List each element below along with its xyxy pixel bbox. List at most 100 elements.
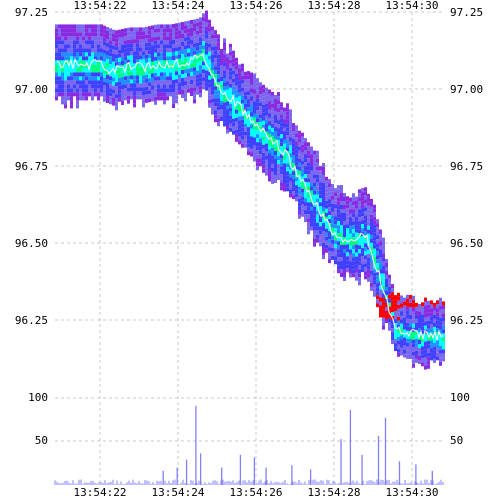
heatmap-cell bbox=[67, 36, 70, 41]
heatmap-cell bbox=[373, 244, 376, 249]
x-tick-label-top: 13:54:26 bbox=[229, 0, 283, 12]
heatmap-cell bbox=[67, 76, 70, 81]
heatmap-cell bbox=[376, 295, 379, 300]
heatmap-cell bbox=[55, 68, 58, 73]
heatmap-cell bbox=[160, 24, 163, 29]
heatmap-cell bbox=[58, 76, 61, 81]
heatmap-cell bbox=[157, 40, 160, 45]
heatmap-cell bbox=[436, 308, 439, 313]
heatmap-cell bbox=[433, 322, 436, 327]
heatmap-cell bbox=[169, 72, 172, 77]
heatmap-cell bbox=[250, 100, 253, 105]
heatmap-cell bbox=[427, 352, 430, 357]
heatmap-cell bbox=[196, 22, 199, 27]
heatmap-cell bbox=[250, 144, 253, 149]
heatmap-cell bbox=[142, 103, 145, 108]
heatmap-cell bbox=[190, 28, 193, 32]
heatmap-cell bbox=[355, 268, 358, 273]
heatmap-cell bbox=[340, 193, 343, 197]
heatmap-cell bbox=[58, 68, 61, 73]
heatmap-cell bbox=[424, 333, 427, 338]
heatmap-cell bbox=[214, 86, 217, 91]
heatmap-cell bbox=[283, 123, 286, 128]
heatmap-cell bbox=[313, 210, 316, 215]
heatmap-cell bbox=[379, 249, 382, 254]
heatmap-cell bbox=[385, 303, 388, 307]
heatmap-cell bbox=[349, 261, 352, 266]
heatmap-cell bbox=[244, 115, 247, 120]
heatmap-cell bbox=[262, 92, 265, 97]
heatmap-cell bbox=[244, 103, 247, 108]
heatmap-cell bbox=[298, 154, 301, 159]
heatmap-cell bbox=[226, 121, 229, 126]
heatmap-cell bbox=[103, 65, 106, 70]
heatmap-cell bbox=[229, 79, 232, 84]
heatmap-cell bbox=[76, 84, 79, 89]
heatmap-cell bbox=[382, 317, 385, 322]
heatmap-cell bbox=[151, 89, 154, 94]
heatmap-cell bbox=[304, 198, 307, 203]
heatmap-cell bbox=[133, 99, 136, 104]
heatmap-cell bbox=[115, 82, 118, 87]
heatmap-cell bbox=[133, 87, 136, 92]
heatmap-cell bbox=[304, 206, 307, 211]
heatmap-cell bbox=[442, 349, 445, 354]
heatmap-cell bbox=[277, 168, 280, 173]
heatmap-cell bbox=[298, 214, 301, 219]
heatmap-cell bbox=[193, 63, 196, 68]
heatmap-cell bbox=[439, 357, 442, 362]
heatmap-cell bbox=[385, 287, 388, 291]
heatmap-cell bbox=[382, 293, 385, 298]
heatmap-cell bbox=[142, 83, 145, 88]
heatmap-cell bbox=[181, 50, 184, 54]
heatmap-cell bbox=[418, 360, 421, 364]
heatmap-cell bbox=[64, 96, 67, 101]
heatmap-cell bbox=[349, 233, 352, 238]
heatmap-cell bbox=[196, 90, 199, 95]
heatmap-cell bbox=[322, 207, 325, 211]
heatmap-cell bbox=[343, 201, 346, 205]
heatmap-cell bbox=[223, 46, 226, 51]
heatmap-cell bbox=[163, 56, 166, 61]
heatmap-cell bbox=[259, 158, 262, 163]
heatmap-cell bbox=[73, 32, 76, 37]
heatmap-cell bbox=[421, 318, 424, 323]
heatmap-cell bbox=[268, 89, 271, 94]
heatmap-cell bbox=[58, 48, 61, 53]
heatmap-cell bbox=[268, 113, 271, 118]
heatmap-cell bbox=[193, 47, 196, 52]
heatmap-cell bbox=[277, 100, 280, 105]
heatmap-cell bbox=[208, 71, 211, 76]
heatmap-cell bbox=[427, 308, 430, 313]
heatmap-cell bbox=[250, 140, 253, 145]
heatmap-cell bbox=[172, 68, 175, 72]
heatmap-cell bbox=[349, 257, 352, 262]
heatmap-cell bbox=[97, 52, 100, 57]
heatmap-cell bbox=[157, 80, 160, 85]
heatmap-cell bbox=[397, 308, 400, 313]
heatmap-cell bbox=[205, 22, 208, 27]
heatmap-cell bbox=[214, 114, 217, 119]
heatmap-cell bbox=[418, 320, 421, 324]
heatmap-cell bbox=[295, 177, 298, 182]
heatmap-cell bbox=[73, 72, 76, 77]
heatmap-cell bbox=[250, 104, 253, 109]
heatmap-cell bbox=[421, 354, 424, 359]
heatmap-cell bbox=[355, 240, 358, 245]
heatmap-cell bbox=[319, 166, 322, 171]
heatmap-cell bbox=[403, 341, 406, 346]
heatmap-cell bbox=[253, 93, 256, 98]
heatmap-cell bbox=[106, 71, 109, 75]
heatmap-cell bbox=[100, 24, 103, 29]
heatmap-cell bbox=[265, 127, 268, 132]
heatmap-cell bbox=[283, 111, 286, 116]
heatmap-cell bbox=[367, 221, 370, 226]
heatmap-cell bbox=[340, 189, 343, 193]
heatmap-cell bbox=[193, 23, 196, 28]
heatmap-cell bbox=[217, 38, 220, 43]
heatmap-cell bbox=[412, 299, 415, 304]
heatmap-cell bbox=[154, 48, 157, 53]
heatmap-cell bbox=[193, 31, 196, 36]
heatmap-cell bbox=[136, 67, 139, 72]
heatmap-cell bbox=[67, 40, 70, 45]
